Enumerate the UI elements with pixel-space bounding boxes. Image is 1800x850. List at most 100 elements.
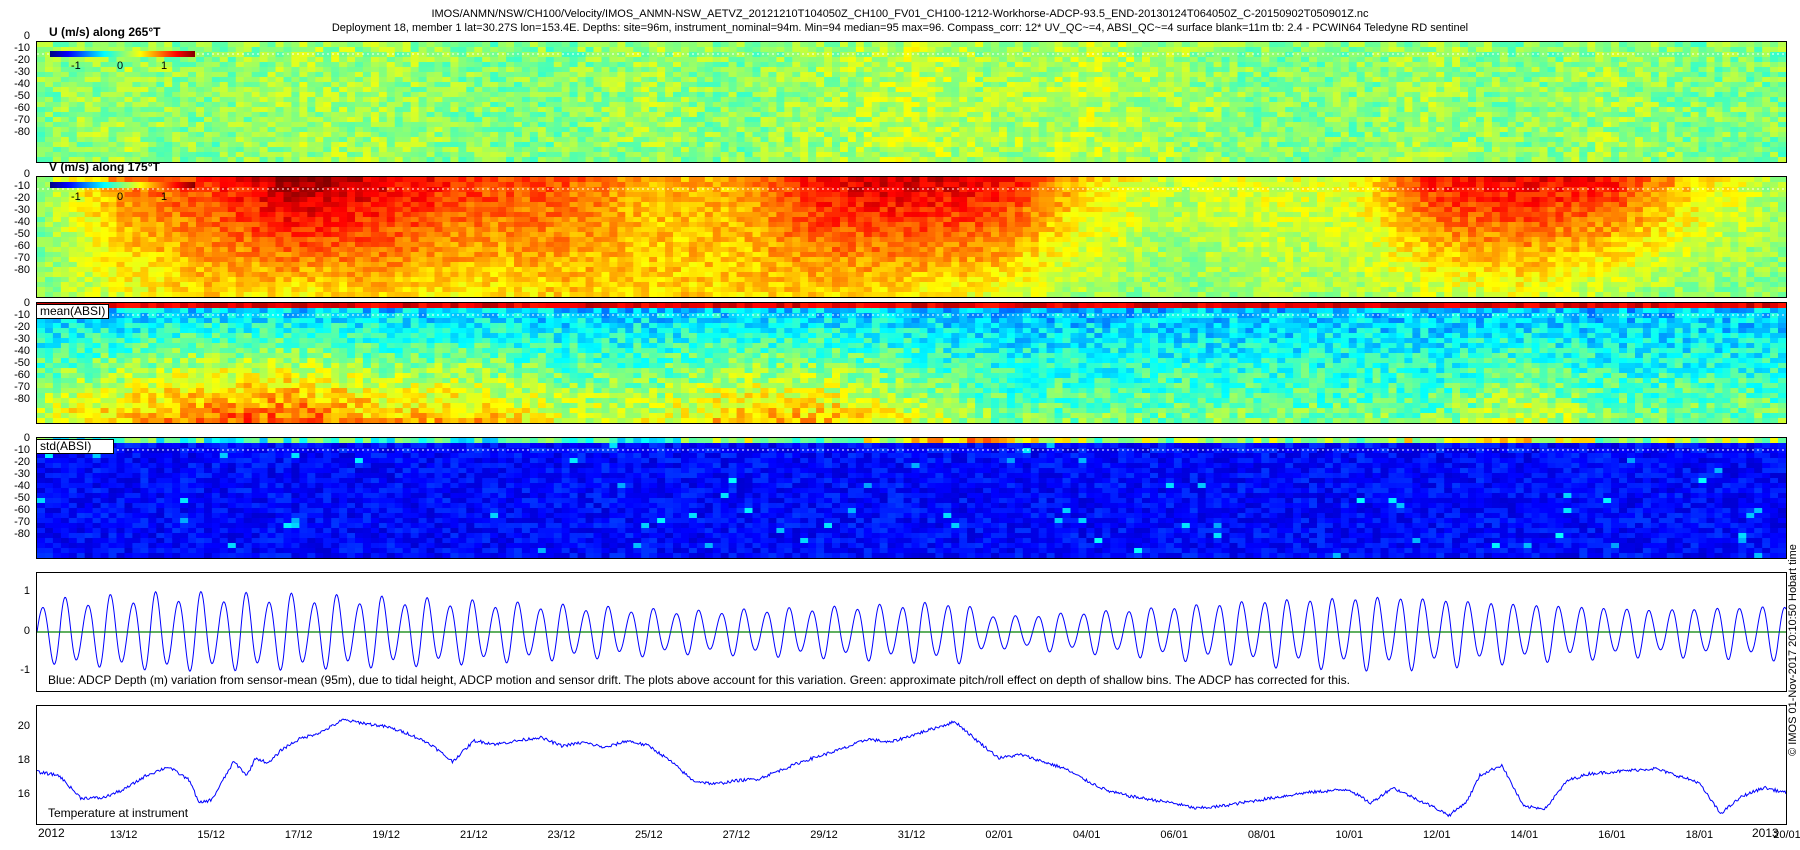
u-cell <box>871 142 881 148</box>
u-cell <box>1635 47 1644 53</box>
u-cell <box>116 97 126 103</box>
u-cell <box>688 87 698 93</box>
u-cell <box>696 107 706 113</box>
u-cell <box>243 102 253 108</box>
u-cell <box>283 72 293 78</box>
u-cell <box>1237 137 1247 143</box>
u-cell <box>132 132 141 138</box>
u-cell <box>840 137 849 143</box>
u-cell <box>919 77 929 83</box>
u-cell <box>442 102 451 108</box>
u-cell <box>426 137 436 143</box>
u-cell <box>911 122 921 128</box>
u-cell <box>673 57 682 63</box>
u-cell <box>1245 107 1254 113</box>
u-cell <box>76 127 86 133</box>
u-cell <box>37 132 46 138</box>
u-cell <box>84 72 94 78</box>
u-cell <box>1611 107 1620 113</box>
u-cell <box>426 112 436 118</box>
u-cell <box>1460 152 1469 158</box>
u-cell <box>1094 147 1103 153</box>
u-cell <box>991 127 1000 133</box>
u-cell <box>601 92 611 98</box>
u-cell <box>227 82 237 88</box>
u-cell <box>1142 102 1151 108</box>
u-cell <box>37 137 46 143</box>
u-cell <box>514 137 523 143</box>
u-cell <box>625 47 634 53</box>
u-cell <box>537 102 547 108</box>
u-cell <box>1674 52 1684 58</box>
u-cell <box>76 87 86 93</box>
u-cell <box>855 147 865 153</box>
u-cell <box>919 87 929 93</box>
u-cell <box>1603 47 1612 53</box>
u-cell <box>1340 42 1350 48</box>
u-cell <box>871 147 881 153</box>
u-cell <box>275 152 285 158</box>
u-cell <box>235 122 245 128</box>
u-cell <box>569 52 579 58</box>
u-cell <box>1142 122 1151 128</box>
u-cell <box>665 132 674 138</box>
u-cell <box>1110 57 1119 63</box>
u-cell <box>1245 132 1254 138</box>
u-cell <box>871 82 881 88</box>
u-cell <box>323 92 332 98</box>
u-cell <box>1372 157 1382 162</box>
u-cell <box>235 112 245 118</box>
u-cell <box>196 67 205 73</box>
u-cell <box>1436 102 1445 108</box>
u-cell <box>649 72 658 78</box>
u-cell <box>1301 122 1310 128</box>
u-cell <box>545 102 555 108</box>
u-cell <box>1635 122 1644 128</box>
u-cell <box>1650 52 1660 58</box>
u-cell <box>37 127 46 133</box>
u-cell <box>1022 42 1032 48</box>
u-cell <box>704 112 714 118</box>
u-cell <box>76 82 86 88</box>
u-cell <box>514 57 523 63</box>
u-cell <box>768 127 777 133</box>
u-cell <box>299 152 308 158</box>
u-cell <box>1022 92 1032 98</box>
u-cell <box>339 42 348 48</box>
u-cell <box>458 92 467 98</box>
u-cell <box>1547 67 1557 73</box>
u-cell <box>243 142 253 148</box>
u-cell <box>1205 152 1215 158</box>
u-cell <box>116 77 126 83</box>
u-cell <box>1635 87 1644 93</box>
u-cell <box>482 77 491 83</box>
u-cell <box>959 152 968 158</box>
u-cell <box>1158 107 1167 113</box>
u-cell <box>418 57 428 63</box>
u-cell <box>52 152 62 158</box>
u-cell <box>116 142 126 148</box>
u-cell <box>585 97 595 103</box>
u-cell <box>251 157 261 162</box>
u-cell <box>1547 122 1557 128</box>
u-cell <box>704 52 714 58</box>
u-cell <box>1666 62 1676 68</box>
u-cell <box>1324 137 1334 143</box>
u-cell <box>227 142 237 148</box>
u-cell <box>1491 87 1501 93</box>
depth-tick: -60 <box>14 103 30 114</box>
u-cell <box>227 42 237 48</box>
u-cell <box>1237 122 1247 128</box>
u-cell <box>1014 117 1024 123</box>
u-cell <box>76 42 86 48</box>
u-cell <box>259 117 269 123</box>
u-cell <box>1078 127 1088 133</box>
u-cell <box>1046 62 1056 68</box>
u-cell <box>1579 117 1588 123</box>
u-cell <box>1412 42 1421 48</box>
u-cell <box>458 52 467 58</box>
u-cell <box>506 132 515 138</box>
u-cell <box>1579 157 1588 162</box>
u-cell <box>617 152 626 158</box>
u-cell <box>545 107 555 113</box>
